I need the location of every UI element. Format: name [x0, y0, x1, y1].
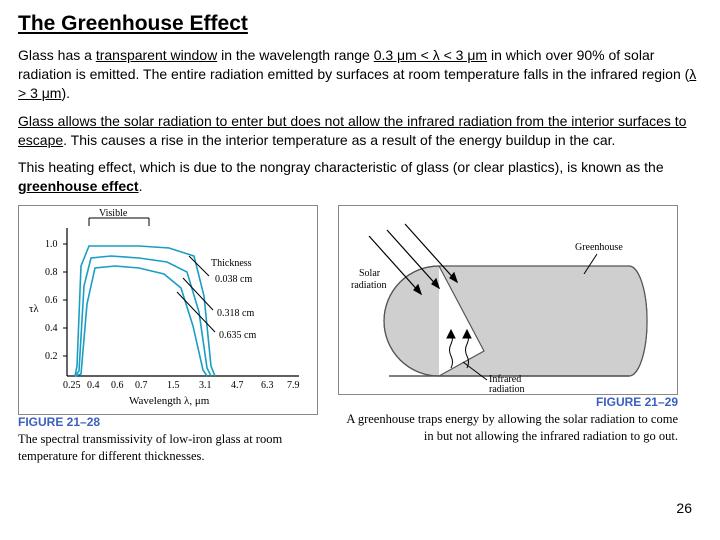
p1-pre: Glass has a	[18, 47, 96, 63]
p1-end: ).	[61, 85, 70, 101]
svg-text:0.25: 0.25	[63, 380, 81, 391]
greenhouse-label: Greenhouse	[575, 242, 623, 253]
figure-left: Visible 0.2 0.4 0.6 0.8 1.0 τλ 0.25 0.4	[18, 205, 318, 465]
transmissivity-chart: Visible 0.2 0.4 0.6 0.8 1.0 τλ 0.25 0.4	[19, 206, 317, 414]
svg-text:0.7: 0.7	[135, 380, 148, 391]
solar-label-l2: radiation	[351, 280, 387, 291]
figure-left-caption: The spectral transmissivity of low-iron …	[18, 431, 318, 465]
p2-end: . This causes a rise in the interior tem…	[63, 132, 615, 148]
p1-u2: 0.3 μm < λ < 3 μm	[374, 47, 487, 63]
figure-right-label: FIGURE 21–29	[338, 395, 678, 409]
svg-text:0.4: 0.4	[45, 323, 58, 334]
svg-text:1.0: 1.0	[45, 239, 58, 250]
y-ticks: 0.2 0.4 0.6 0.8 1.0	[45, 239, 67, 362]
p3-end: .	[139, 178, 143, 194]
svg-text:0.038 cm: 0.038 cm	[215, 274, 252, 285]
x-ticks: 0.25 0.4 0.6 0.7 1.5 3.1 4.7 6.3 7.9	[63, 380, 300, 391]
y-axis-label: τλ	[29, 303, 39, 315]
infrared-label-l2: radiation	[489, 384, 525, 394]
svg-text:1.5: 1.5	[167, 380, 180, 391]
x-axis-label: Wavelength λ, μm	[129, 395, 210, 407]
svg-text:0.4: 0.4	[87, 380, 100, 391]
p3-bu: greenhouse effect	[18, 178, 139, 194]
svg-text:4.7: 4.7	[231, 380, 244, 391]
svg-text:0.2: 0.2	[45, 351, 58, 362]
chart-box: Visible 0.2 0.4 0.6 0.8 1.0 τλ 0.25 0.4	[18, 205, 318, 415]
visible-label: Visible	[99, 208, 128, 219]
page-title: The Greenhouse Effect	[18, 12, 702, 36]
svg-text:0.635 cm: 0.635 cm	[219, 330, 256, 341]
p1-u1: transparent window	[96, 47, 217, 63]
thickness-label: Thickness	[211, 258, 252, 269]
svg-text:6.3: 6.3	[261, 380, 274, 391]
figures-row: Visible 0.2 0.4 0.6 0.8 1.0 τλ 0.25 0.4	[18, 205, 702, 465]
svg-text:0.8: 0.8	[45, 267, 58, 278]
paragraph-2: Glass allows the solar radiation to ente…	[18, 112, 702, 150]
paragraph-1: Glass has a transparent window in the wa…	[18, 46, 702, 103]
solar-label-l1: Solar	[359, 268, 381, 279]
figure-right: Solar radiation Greenhouse Infrared radi…	[338, 205, 678, 465]
greenhouse-diagram: Solar radiation Greenhouse Infrared radi…	[339, 206, 677, 394]
page-number: 26	[676, 500, 692, 516]
paragraph-3: This heating effect, which is due to the…	[18, 158, 702, 196]
greenhouse-box: Solar radiation Greenhouse Infrared radi…	[338, 205, 678, 395]
svg-text:7.9: 7.9	[287, 380, 300, 391]
svg-text:0.318 cm: 0.318 cm	[217, 308, 254, 319]
svg-text:0.6: 0.6	[45, 295, 58, 306]
p1-mid1: in the wavelength range	[217, 47, 373, 63]
figure-right-caption: A greenhouse traps energy by allowing th…	[338, 411, 678, 445]
figure-left-label: FIGURE 21–28	[18, 415, 318, 429]
p3-pre: This heating effect, which is due to the…	[18, 159, 664, 175]
svg-text:3.1: 3.1	[199, 380, 212, 391]
svg-text:0.6: 0.6	[111, 380, 124, 391]
